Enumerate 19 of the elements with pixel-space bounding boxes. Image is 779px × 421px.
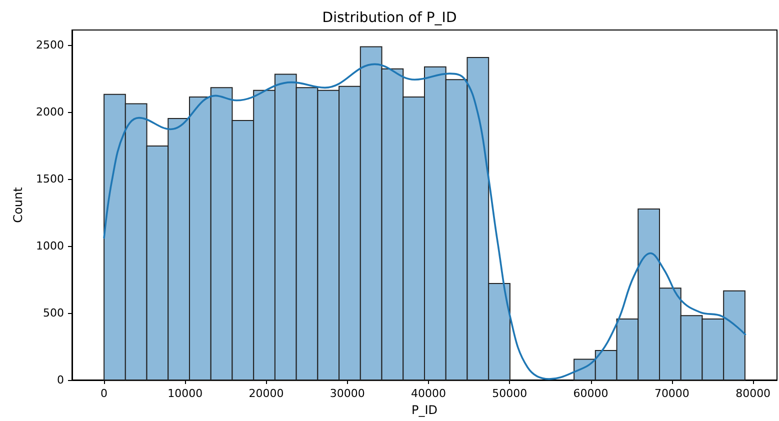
x-axis-title: P_ID: [411, 403, 438, 417]
x-tick-label: 70000: [654, 387, 690, 400]
line-series: [103, 63, 746, 380]
y-tick-label: 0: [57, 374, 64, 386]
x-tick-label: 80000: [736, 387, 771, 400]
x-tick-label: 60000: [573, 387, 608, 400]
x-tick-label: 50000: [492, 387, 528, 400]
x-tick-label: 0: [100, 387, 108, 400]
y-tick-label: 1000: [36, 239, 64, 252]
chart-title: Distribution of P_ID: [322, 10, 457, 26]
y-axis-title: Count: [11, 186, 25, 223]
x-tick-label: 40000: [411, 387, 446, 400]
y-tick-label: 1500: [36, 172, 64, 186]
x-tick-label: 10000: [168, 387, 203, 400]
y-tick-label: 2500: [36, 38, 64, 52]
y-tick-label: 2000: [36, 105, 64, 118]
y-tick-label: 500: [43, 306, 64, 320]
x-tick-label: 30000: [330, 387, 365, 400]
x-tick-label: 20000: [248, 387, 284, 400]
